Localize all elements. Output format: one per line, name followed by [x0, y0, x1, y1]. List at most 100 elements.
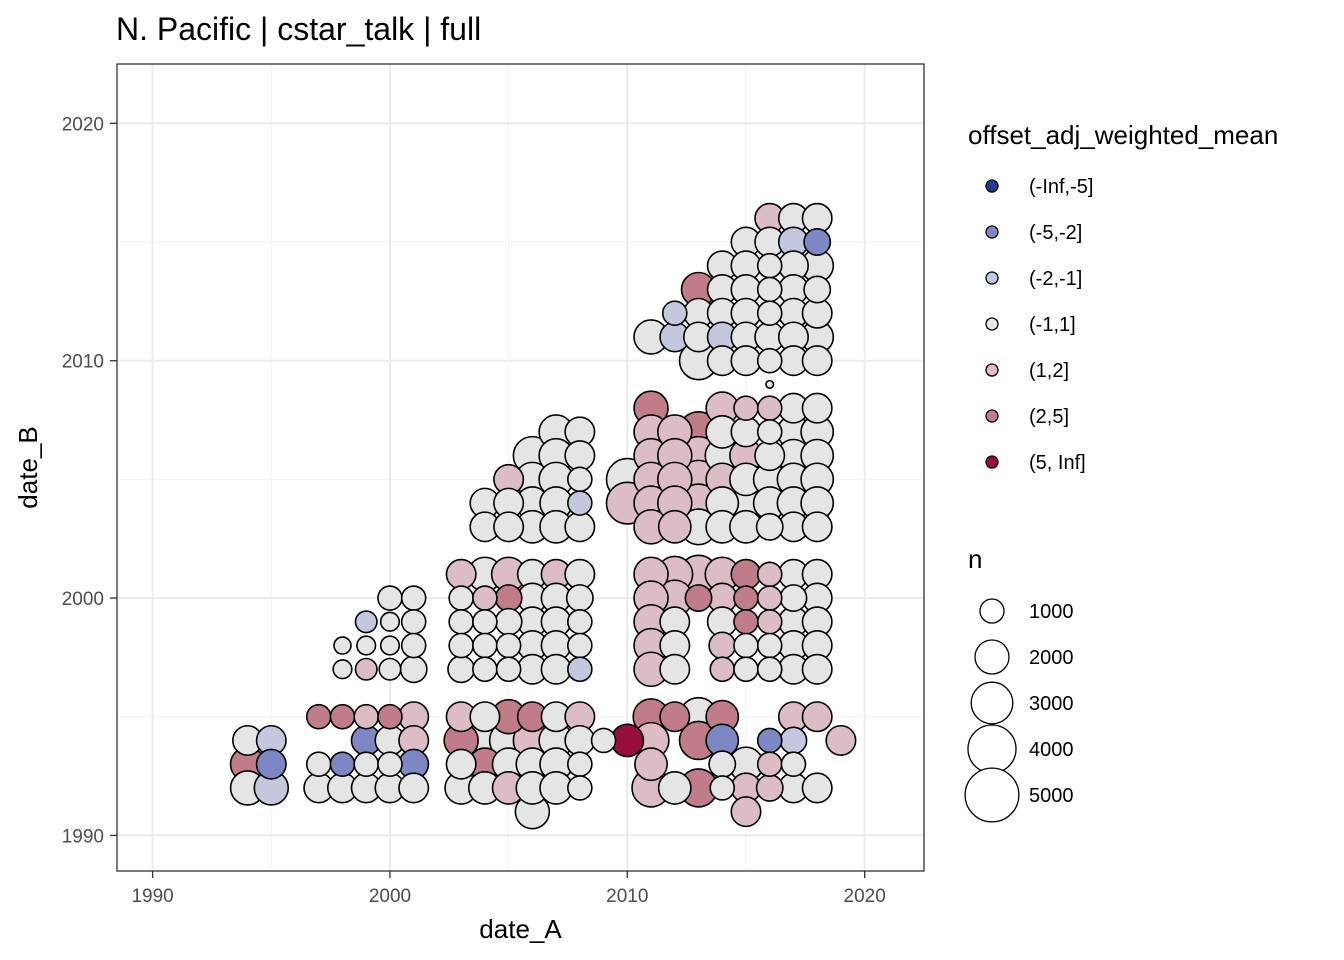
- data-point: [378, 657, 402, 681]
- data-point: [567, 632, 593, 659]
- data-point: [495, 632, 522, 659]
- data-point: [756, 561, 783, 588]
- data-point: [495, 656, 522, 683]
- color-legend-key: [985, 363, 999, 377]
- color-legend-key: [985, 455, 999, 469]
- data-point: [329, 751, 356, 778]
- data-point: [399, 655, 428, 684]
- data-point: [733, 395, 759, 421]
- data-point: [733, 656, 759, 683]
- color-legend-label: (-2,-1]: [1029, 268, 1082, 290]
- data-point: [756, 300, 783, 327]
- size-legend-key: [964, 767, 1020, 823]
- color-legend-key: [985, 225, 999, 239]
- data-point: [756, 727, 783, 754]
- y-tick-label: 2010: [62, 352, 104, 373]
- data-point: [472, 585, 498, 611]
- data-point: [708, 750, 737, 779]
- size-legend-label: 2000: [1029, 647, 1074, 669]
- data-point: [684, 584, 713, 613]
- data-points: [229, 202, 857, 830]
- data-point: [354, 657, 378, 681]
- data-point: [494, 584, 523, 613]
- data-point: [756, 608, 783, 635]
- data-point: [567, 608, 593, 635]
- data-point: [472, 608, 498, 635]
- y-axis-title: date_B: [13, 426, 43, 508]
- data-point: [709, 775, 736, 801]
- gridlines: [117, 64, 924, 871]
- data-point: [447, 655, 476, 684]
- data-point: [801, 653, 833, 685]
- data-point: [756, 276, 783, 303]
- data-point: [353, 751, 380, 778]
- data-point: [590, 727, 617, 754]
- data-point: [353, 703, 380, 730]
- data-point: [333, 636, 352, 655]
- data-point: [756, 347, 783, 374]
- data-point: [379, 635, 401, 656]
- data-point: [469, 701, 501, 733]
- size-legend-label: 4000: [1029, 739, 1074, 761]
- data-point: [564, 440, 596, 472]
- color-legend-label: (-1,1]: [1029, 314, 1076, 336]
- data-point: [565, 584, 594, 613]
- data-point: [756, 395, 783, 421]
- data-point: [448, 608, 474, 635]
- y-tick-label: 2000: [62, 589, 104, 610]
- plot-border: [116, 63, 925, 872]
- data-point: [755, 512, 784, 541]
- data-point: [567, 490, 593, 516]
- color-legend-key: [985, 409, 999, 423]
- size-legend-title: n: [968, 544, 982, 574]
- data-point: [730, 558, 762, 590]
- data-point: [733, 632, 759, 659]
- data-point: [733, 608, 759, 635]
- data-point: [657, 771, 692, 805]
- data-point: [754, 440, 786, 472]
- data-point: [354, 610, 378, 634]
- color-legend-label: (2,5]: [1029, 406, 1069, 428]
- color-legend-label: (5, Inf]: [1029, 452, 1086, 474]
- data-point: [803, 275, 832, 304]
- data-point: [379, 611, 401, 632]
- color-legend-title: offset_adj_weighted_mean: [968, 120, 1278, 150]
- x-axis-title: date_A: [479, 914, 562, 944]
- size-legend-key: [967, 724, 1017, 774]
- data-point: [756, 252, 783, 279]
- color-legend-label: (-5,-2]: [1029, 222, 1082, 244]
- data-point: [400, 585, 427, 611]
- axes: 1990 2000 2010 2020 1990 2000 2010 2020: [62, 114, 886, 907]
- chart-title: N. Pacific | cstar_talk | full: [116, 11, 481, 47]
- color-legend-label: (1,2]: [1029, 360, 1069, 382]
- data-point: [564, 511, 596, 543]
- data-point: [567, 775, 593, 801]
- data-point: [445, 558, 477, 590]
- data-point: [801, 511, 833, 543]
- y-tick-label: 2020: [62, 114, 104, 135]
- data-point: [448, 585, 474, 611]
- data-point: [730, 416, 762, 448]
- data-point: [801, 772, 833, 804]
- data-point: [730, 796, 762, 828]
- data-point: [730, 345, 762, 377]
- data-point: [472, 632, 498, 659]
- data-point: [400, 608, 427, 635]
- color-legend-key: [985, 317, 999, 331]
- data-point: [493, 511, 525, 543]
- data-point: [377, 751, 403, 778]
- data-point: [564, 724, 596, 756]
- data-point: [540, 653, 572, 685]
- data-point: [765, 379, 775, 390]
- size-legend-label: 1000: [1029, 601, 1074, 623]
- data-point: [801, 345, 833, 377]
- data-point: [779, 726, 808, 755]
- data-point: [659, 653, 691, 685]
- data-point: [756, 585, 783, 611]
- legend: offset_adj_weighted_mean n (-Inf,-5] (-5,…: [964, 120, 1278, 823]
- y-tick-label: 1990: [62, 826, 104, 847]
- size-legend-key: [970, 681, 1014, 725]
- data-point: [305, 751, 332, 778]
- size-legend-key: [974, 639, 1010, 675]
